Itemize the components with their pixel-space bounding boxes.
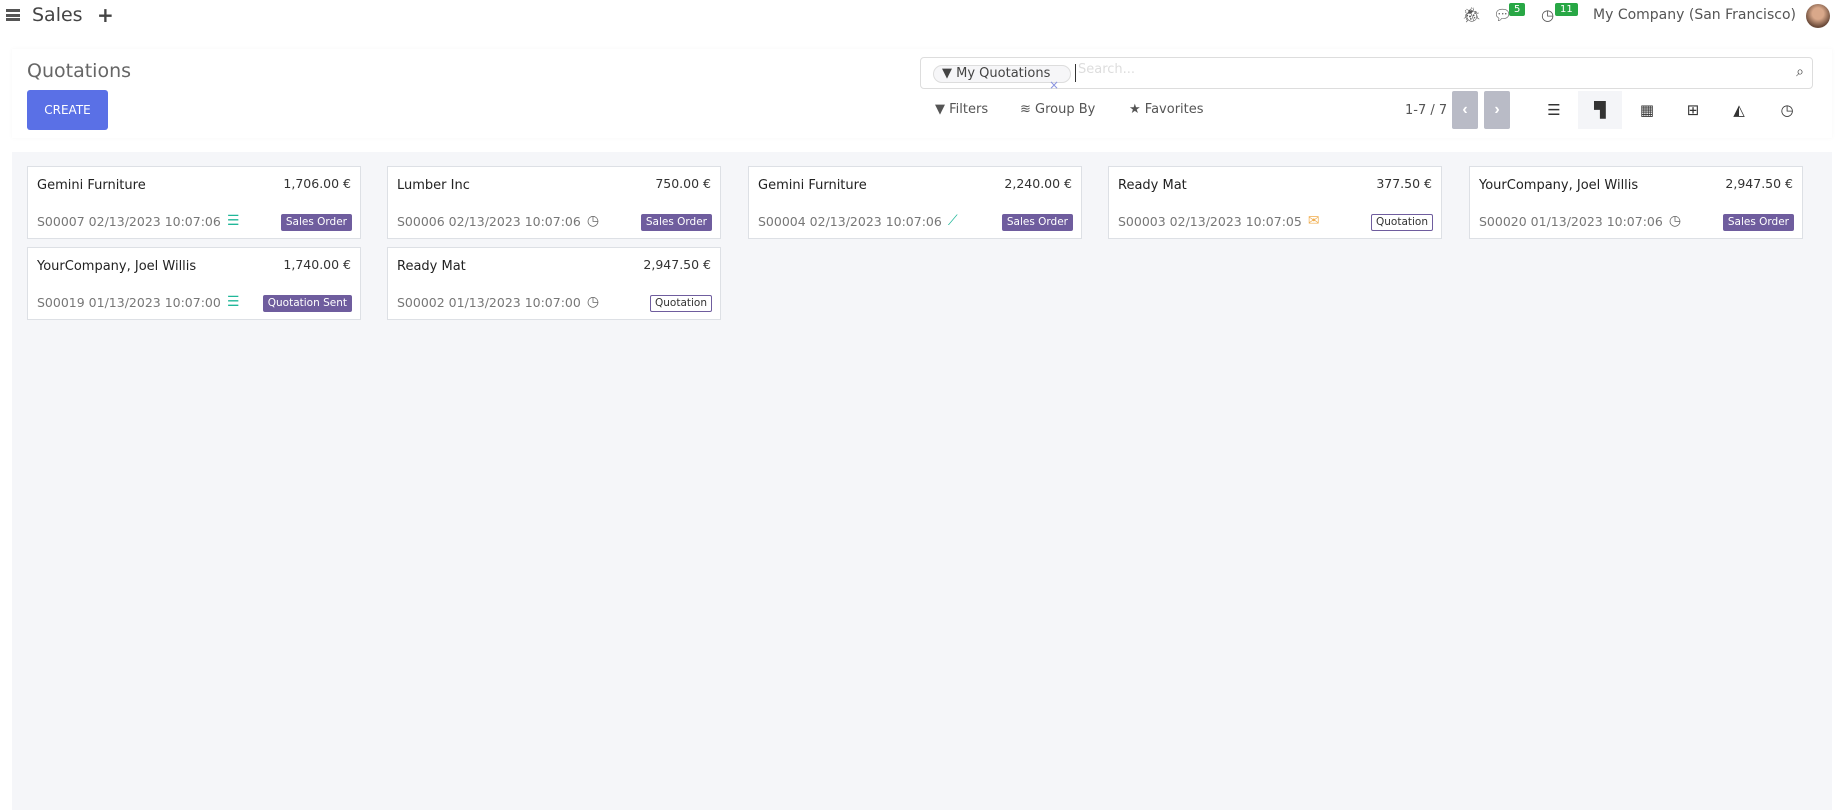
filter-icon: ▼: [935, 102, 945, 117]
clock-icon[interactable]: ◷: [1668, 213, 1682, 229]
top-navbar: Sales + 🐞︎ 💬︎ 5 ◷ 11 My Company (San Fra…: [0, 0, 1844, 34]
activity-view-button[interactable]: ◷: [1765, 91, 1809, 129]
search-facet-my-quotations[interactable]: ▼ My Quotations: [933, 65, 1072, 83]
messages-chat-icon[interactable]: 💬︎: [1493, 6, 1513, 24]
reference-text: S00003 02/13/2023 10:07:05: [1118, 213, 1302, 229]
favorites-button[interactable]: ★ Favorites: [1129, 102, 1204, 117]
list-icon: ☰: [1547, 101, 1561, 119]
pager-value[interactable]: 1-7 / 7: [1405, 103, 1448, 118]
group-by-label: Group By: [1035, 102, 1096, 117]
reference-text: S00007 02/13/2023 10:07:06: [37, 213, 221, 229]
status-badge: Sales Order: [640, 214, 712, 231]
amount-total: 377.50 €: [1376, 176, 1432, 191]
pivot-view-button[interactable]: ⊞: [1671, 91, 1715, 129]
star-icon: ★: [1129, 102, 1141, 117]
amount-total: 2,240.00 €: [1004, 176, 1072, 191]
activities-clock-icon[interactable]: ◷: [1541, 6, 1555, 24]
calendar-icon: ▦: [1639, 101, 1655, 119]
create-button[interactable]: CREATE: [27, 90, 108, 130]
pager-next-button[interactable]: ›: [1484, 91, 1510, 129]
app-title[interactable]: Sales: [32, 4, 83, 26]
order-reference-date: S00002 01/13/2023 10:07:00 ◷: [397, 294, 599, 310]
remove-facet-close-icon[interactable]: ×: [1049, 78, 1060, 92]
group-by-button[interactable]: ≋ Group By: [1020, 102, 1095, 117]
envelope-icon[interactable]: ✉: [1307, 213, 1320, 229]
amount-total: 2,947.50 €: [1725, 176, 1793, 191]
order-reference-date: S00020 01/13/2023 10:07:06 ◷: [1479, 213, 1681, 229]
clock-icon: ◷: [1780, 101, 1794, 119]
kanban-icon: ▜: [1594, 101, 1606, 119]
hamburger-menu-icon[interactable]: [6, 9, 20, 21]
amount-total: 2,947.50 €: [643, 257, 711, 272]
amount-total: 1,740.00 €: [283, 257, 351, 272]
kanban-card[interactable]: Gemini Furniture 2,240.00 € S00004 02/13…: [748, 166, 1082, 239]
favorites-label: Favorites: [1144, 102, 1204, 117]
area-chart-icon: ◭: [1733, 101, 1745, 119]
status-badge: Quotation: [649, 295, 712, 312]
sales-list-icon[interactable]: ☰: [226, 213, 240, 229]
status-badge: Quotation: [1370, 214, 1433, 231]
clock-icon[interactable]: ◷: [586, 294, 600, 310]
order-reference-date: S00019 01/13/2023 10:07:00 ☰: [37, 294, 239, 310]
messages-count-badge: 5: [1509, 3, 1526, 16]
kanban-view-button[interactable]: ▜: [1578, 91, 1622, 129]
customer-name: Gemini Furniture: [758, 178, 867, 193]
text-cursor: [1075, 64, 1076, 82]
reference-text: S00004 02/13/2023 10:07:06: [758, 213, 942, 229]
debug-bug-icon[interactable]: 🐞︎: [1462, 6, 1482, 24]
pager-previous-button[interactable]: ‹: [1452, 91, 1478, 129]
user-avatar[interactable]: [1806, 4, 1830, 28]
reference-text: S00006 02/13/2023 10:07:06: [397, 213, 581, 229]
search-bar[interactable]: ▼ My Quotations × ⌕: [920, 57, 1813, 92]
customer-name: YourCompany, Joel Willis: [37, 259, 197, 274]
customer-name: Ready Mat: [397, 259, 466, 274]
page-title: Quotations: [27, 60, 132, 82]
reference-text: S00019 01/13/2023 10:07:00: [37, 294, 221, 310]
kanban-card[interactable]: YourCompany, Joel Willis 2,947.50 € S000…: [1469, 166, 1803, 239]
quick-create-plus-icon[interactable]: +: [97, 3, 114, 27]
sales-list-icon[interactable]: ☰: [226, 294, 240, 310]
customer-name: Lumber Inc: [397, 178, 470, 193]
company-switcher[interactable]: My Company (San Francisco): [1593, 7, 1796, 23]
search-input[interactable]: [1078, 62, 1678, 77]
kanban-card[interactable]: YourCompany, Joel Willis 1,740.00 € S000…: [27, 247, 361, 320]
layers-icon: ≋: [1020, 102, 1031, 117]
amount-total: 750.00 €: [655, 176, 711, 191]
status-badge: Sales Order: [280, 214, 352, 231]
filters-button[interactable]: ▼ Filters: [935, 102, 988, 117]
status-badge: Quotation Sent: [262, 295, 352, 312]
kanban-card[interactable]: Lumber Inc 750.00 € S00006 02/13/2023 10…: [387, 166, 721, 239]
calendar-view-button[interactable]: ▦: [1625, 91, 1669, 129]
graph-view-button[interactable]: ◭: [1717, 91, 1761, 129]
filter-icon: ▼: [942, 66, 952, 81]
customer-name: YourCompany, Joel Willis: [1479, 178, 1639, 193]
chart-line-icon[interactable]: ⟋: [947, 213, 958, 229]
kanban-card[interactable]: Ready Mat 2,947.50 € S00002 01/13/2023 1…: [387, 247, 721, 320]
activities-count-badge: 11: [1555, 3, 1578, 16]
list-view-button[interactable]: ☰: [1532, 91, 1576, 129]
clock-icon[interactable]: ◷: [586, 213, 600, 229]
kanban-card[interactable]: Ready Mat 377.50 € S00003 02/13/2023 10:…: [1108, 166, 1442, 239]
status-badge: Sales Order: [1001, 214, 1073, 231]
reference-text: S00002 01/13/2023 10:07:00: [397, 294, 581, 310]
order-reference-date: S00006 02/13/2023 10:07:06 ◷: [397, 213, 599, 229]
customer-name: Gemini Furniture: [37, 178, 146, 193]
customer-name: Ready Mat: [1118, 178, 1187, 193]
status-badge: Sales Order: [1722, 214, 1794, 231]
order-reference-date: S00004 02/13/2023 10:07:06 ⟋: [758, 213, 958, 229]
order-reference-date: S00007 02/13/2023 10:07:06 ☰: [37, 213, 239, 229]
search-icon[interactable]: ⌕: [1796, 64, 1804, 80]
kanban-card[interactable]: Gemini Furniture 1,706.00 € S00007 02/13…: [27, 166, 361, 239]
reference-text: S00020 01/13/2023 10:07:06: [1479, 213, 1663, 229]
facet-label: My Quotations: [956, 66, 1051, 81]
table-icon: ⊞: [1686, 101, 1700, 119]
amount-total: 1,706.00 €: [283, 176, 351, 191]
order-reference-date: S00003 02/13/2023 10:07:05 ✉: [1118, 213, 1320, 229]
filters-label: Filters: [949, 102, 989, 117]
